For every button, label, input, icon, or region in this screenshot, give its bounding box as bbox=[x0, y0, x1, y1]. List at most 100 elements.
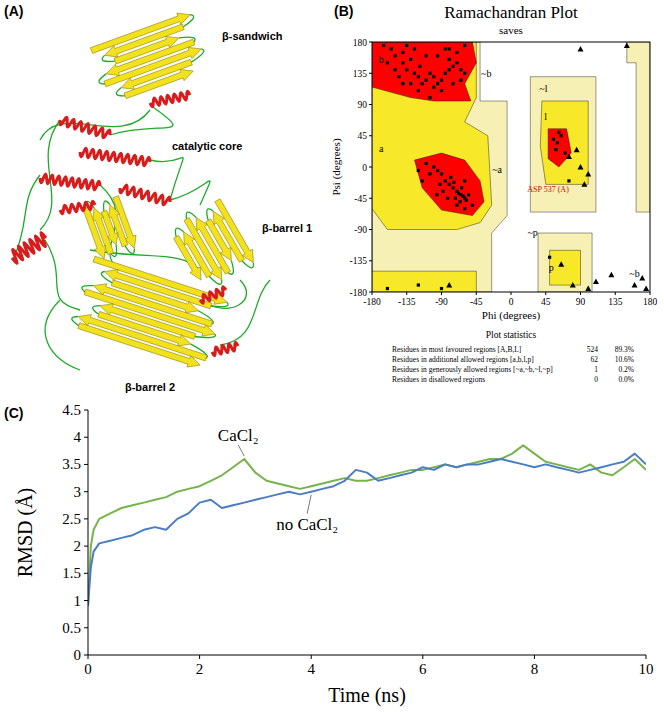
loop bbox=[72, 317, 79, 326]
residue-point bbox=[643, 286, 649, 292]
residue-point bbox=[436, 82, 439, 85]
residue-point bbox=[394, 54, 397, 57]
residue-point bbox=[465, 199, 468, 202]
y-tick bbox=[369, 73, 372, 74]
residue-point bbox=[413, 47, 416, 50]
label-patch bbox=[170, 139, 244, 153]
y-tick bbox=[84, 464, 88, 465]
region-label: ASP 537 (A) bbox=[527, 185, 569, 194]
residue-point bbox=[570, 282, 576, 288]
x-tick bbox=[422, 655, 423, 659]
plot-frame bbox=[372, 42, 650, 292]
x-tick-label: 135 bbox=[608, 297, 623, 307]
residue-point bbox=[448, 47, 451, 50]
y-tick bbox=[369, 292, 372, 293]
residue-point bbox=[451, 82, 454, 85]
x-tick-label: 45 bbox=[541, 297, 551, 307]
x-tick-label: 4 bbox=[307, 661, 315, 677]
x-tick bbox=[580, 292, 581, 295]
residue-point bbox=[451, 65, 454, 68]
region bbox=[550, 250, 581, 285]
stats-label: Residues in disallowed regions bbox=[392, 375, 485, 384]
loop bbox=[175, 228, 183, 237]
x-tick-label: 2 bbox=[196, 661, 204, 677]
residue-point bbox=[455, 204, 458, 207]
helices bbox=[12, 91, 238, 355]
stats-count: 62 bbox=[591, 355, 599, 364]
y-tick bbox=[369, 135, 372, 136]
region-label: b bbox=[379, 54, 384, 65]
plot-area bbox=[88, 445, 646, 606]
alpha-helix bbox=[120, 185, 170, 205]
residue-point bbox=[463, 44, 466, 47]
residue-point bbox=[454, 197, 457, 200]
residue-point bbox=[471, 204, 474, 207]
rmsd-panel: (C)024681000.511.522.533.544.5Time (ns)R… bbox=[4, 402, 654, 707]
alpha-helix bbox=[80, 148, 150, 165]
residue-point bbox=[578, 164, 584, 170]
x-tick-label: 10 bbox=[639, 661, 654, 677]
x-tick bbox=[534, 655, 535, 659]
stats-label: Residues in most favoured regions [A,B,L… bbox=[392, 345, 521, 354]
y-tick-label: 135 bbox=[353, 69, 368, 79]
residue-point bbox=[448, 68, 451, 71]
alpha-helix bbox=[12, 233, 46, 263]
x-tick bbox=[646, 655, 647, 659]
x-tick bbox=[88, 655, 89, 659]
structure-label: catalytic core bbox=[172, 140, 242, 152]
residue-point bbox=[428, 172, 431, 175]
y-tick-label: -180 bbox=[350, 288, 368, 298]
plot-background bbox=[372, 42, 650, 292]
residue-point bbox=[441, 190, 444, 193]
residue-point bbox=[455, 51, 458, 54]
y-tick-label: 90 bbox=[358, 100, 368, 110]
residue-point bbox=[585, 171, 591, 177]
stats-count: 524 bbox=[587, 345, 599, 354]
x-axis-title: Phi (degrees) bbox=[482, 309, 541, 322]
residue-point bbox=[448, 58, 451, 61]
y-axis-title: Psi (degrees) bbox=[330, 138, 343, 195]
label-patch bbox=[220, 29, 285, 43]
y-tick-label: 0 bbox=[74, 647, 82, 663]
residue-point bbox=[578, 46, 584, 52]
x-tick-label: -45 bbox=[470, 297, 483, 307]
residue-point bbox=[417, 75, 420, 78]
y-tick bbox=[84, 518, 88, 519]
stats-percent: 0.0% bbox=[618, 375, 634, 384]
residue-point bbox=[574, 147, 580, 153]
residue-point bbox=[436, 169, 439, 172]
residue-point bbox=[438, 183, 441, 186]
x-tick bbox=[199, 655, 200, 659]
residue-point bbox=[463, 207, 466, 210]
region-label: a bbox=[379, 143, 384, 154]
residue-point bbox=[435, 193, 438, 196]
region bbox=[548, 129, 571, 167]
residue-point bbox=[558, 261, 564, 267]
series-label: no CaCl₂ bbox=[276, 515, 338, 534]
residue-point bbox=[401, 51, 404, 54]
residue-point bbox=[405, 68, 408, 71]
x-tick bbox=[650, 292, 651, 295]
label-leader bbox=[307, 495, 311, 514]
residue-point bbox=[409, 82, 412, 85]
residue-point bbox=[440, 287, 443, 290]
residue-point bbox=[432, 165, 435, 168]
residue-point bbox=[401, 61, 404, 64]
residue-point bbox=[449, 176, 452, 179]
structure-label: β-barrel 2 bbox=[125, 381, 175, 393]
loop bbox=[220, 280, 270, 345]
residue-point bbox=[593, 279, 599, 285]
y-tick bbox=[369, 260, 372, 261]
beta-strand bbox=[83, 207, 106, 259]
residue-point bbox=[581, 181, 587, 187]
panel-label: (C) bbox=[4, 405, 23, 421]
region bbox=[372, 42, 476, 101]
y-tick-label: 3.5 bbox=[62, 456, 81, 472]
residue-point bbox=[585, 286, 591, 292]
y-tick bbox=[369, 229, 372, 230]
residue-point bbox=[382, 44, 385, 47]
region-label: ~a bbox=[492, 164, 502, 175]
x-tick-label: 6 bbox=[419, 661, 427, 677]
residue-point bbox=[554, 148, 557, 151]
alpha-helix bbox=[40, 174, 100, 190]
